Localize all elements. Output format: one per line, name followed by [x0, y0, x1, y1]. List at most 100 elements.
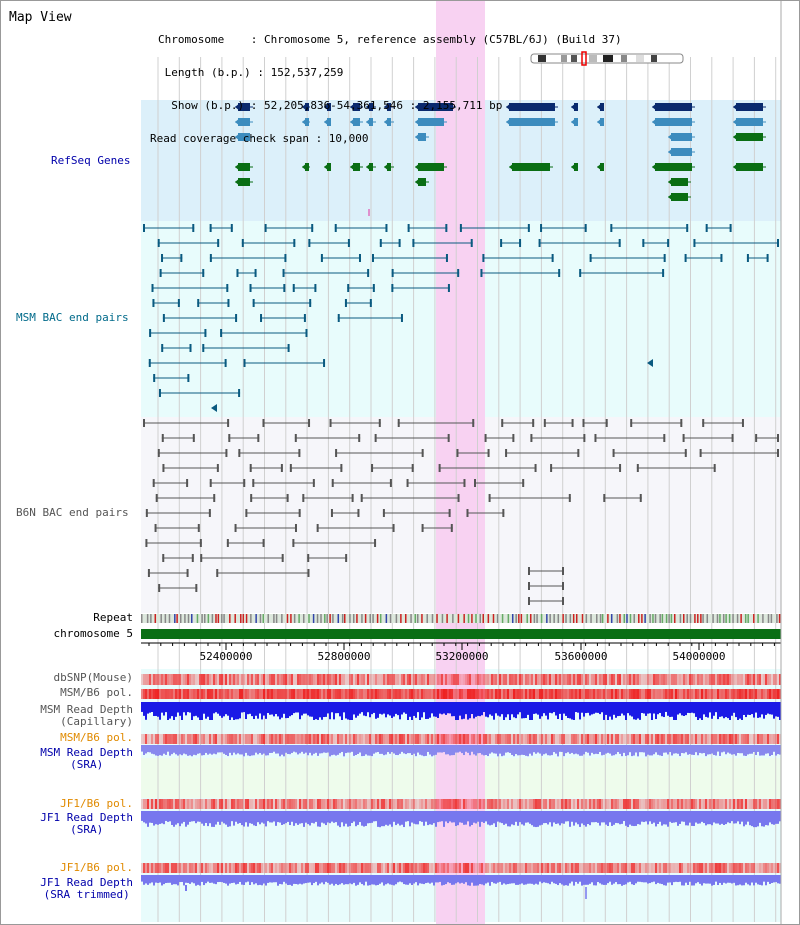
heat-cell [331, 863, 333, 873]
heat-cell [601, 799, 603, 809]
depth-bar [411, 702, 413, 720]
bac-end-left [145, 539, 148, 547]
depth-bar [545, 811, 547, 824]
heat-cell [289, 799, 291, 809]
track-label-jf1-sra[interactable]: JF1 Read Depth (SRA) [40, 812, 133, 836]
heat-cell [735, 799, 737, 809]
repeat-element [665, 614, 668, 623]
track-label-repeat[interactable]: Repeat [93, 611, 133, 624]
heat-cell [541, 674, 543, 685]
depth-bar [631, 745, 633, 757]
heat-cell [371, 799, 373, 809]
heat-cell [663, 674, 665, 685]
heat-cell [215, 863, 217, 873]
repeat-element [240, 614, 242, 623]
heat-cell [545, 689, 547, 699]
depth-bar [193, 745, 195, 755]
repeat-element [673, 614, 676, 623]
heat-cell [465, 863, 467, 873]
depth-bar [727, 702, 729, 719]
repeat-element [557, 614, 560, 623]
heat-cell [631, 689, 633, 699]
track-label-jf1-pol-2[interactable]: JF1/B6 pol. [60, 861, 133, 874]
heat-cell [739, 799, 741, 809]
heat-cell [765, 674, 767, 685]
depth-bar [679, 745, 681, 757]
bac-end-left [344, 299, 347, 307]
depth-bar [637, 745, 639, 757]
depth-bar [353, 811, 355, 822]
depth-bar [313, 745, 315, 754]
heat-cell [473, 674, 475, 685]
heat-cell [249, 863, 251, 873]
heat-cell [285, 734, 287, 744]
heat-cell [421, 863, 423, 873]
depth-bar [713, 702, 715, 716]
track-label-msm-capillary[interactable]: MSM Read Depth (Capillary) [40, 704, 133, 728]
heat-cell [749, 689, 751, 699]
depth-bar [237, 875, 239, 884]
heat-cell [501, 674, 503, 685]
heat-cell [339, 863, 341, 873]
heat-cell [725, 799, 727, 809]
heat-cell [553, 863, 555, 873]
depth-bar [639, 875, 641, 882]
heat-cell [249, 674, 251, 685]
heat-cell [377, 674, 379, 685]
bac-end-left [438, 464, 441, 472]
heat-cell [235, 863, 237, 873]
depth-bar [199, 702, 201, 720]
heat-cell [663, 734, 665, 744]
heat-cell [263, 734, 265, 744]
heat-cell [619, 674, 621, 685]
depth-bar [679, 875, 681, 882]
heat-cell [725, 734, 727, 744]
heat-cell [629, 863, 631, 873]
track-label-msm-pol-2[interactable]: MSM/B6 pol. [60, 731, 133, 744]
repeat-element [308, 614, 310, 623]
depth-bar [223, 875, 225, 883]
heat-cell [519, 689, 521, 699]
track-label-dbsnp[interactable]: dbSNP(Mouse) [53, 671, 133, 684]
heat-cell [757, 734, 759, 744]
track-label-jf1-pol-1[interactable]: JF1/B6 pol. [60, 797, 133, 810]
bac-end-left [335, 449, 338, 457]
heat-cell [171, 674, 173, 685]
depth-bar [655, 811, 657, 827]
repeat-element [168, 614, 171, 623]
heat-cell [467, 799, 469, 809]
track-label-msm-bac[interactable]: MSM BAC end pairs [16, 311, 129, 324]
heat-cell [477, 799, 479, 809]
heat-cell [263, 689, 265, 699]
heat-cell [449, 689, 451, 699]
depth-bar [259, 702, 261, 714]
depth-bar [383, 702, 385, 714]
depth-bar [485, 702, 487, 717]
depth-bar [265, 875, 267, 886]
bac-end-right [189, 344, 192, 352]
heat-cell [159, 674, 161, 685]
track-label-jf1-trimmed[interactable]: JF1 Read Depth (SRA trimmed) [40, 877, 133, 901]
heat-cell [431, 863, 433, 873]
depth-bar [183, 875, 185, 886]
depth-bar [517, 745, 519, 756]
depth-bar [539, 875, 541, 882]
heat-cell [711, 799, 713, 809]
repeat-element [154, 614, 157, 623]
track-label-b6n-bac[interactable]: B6N BAC end pairs [16, 506, 129, 519]
depth-bar [617, 702, 619, 717]
track-label-msm-pol-1[interactable]: MSM/B6 pol. [60, 686, 133, 699]
track-label-msm-sra[interactable]: MSM Read Depth (SRA) [40, 747, 133, 771]
repeat-element [536, 614, 538, 623]
heat-cell [637, 689, 639, 699]
gene-exon [238, 133, 250, 141]
heat-cell [189, 689, 191, 699]
heat-cell [591, 863, 593, 873]
heat-cell [243, 674, 245, 685]
heat-cell [403, 689, 405, 699]
depth-bar [343, 702, 345, 713]
heat-cell [387, 674, 389, 685]
track-label-refseq[interactable]: RefSeq Genes [51, 154, 131, 167]
depth-bar [355, 875, 357, 886]
depth-bar [177, 875, 179, 886]
